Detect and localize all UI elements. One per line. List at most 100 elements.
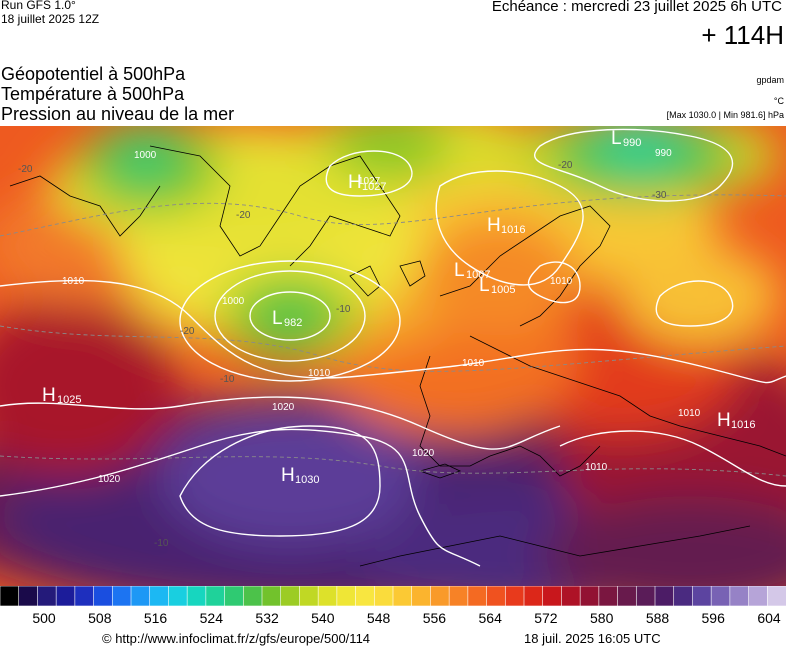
legend-swatch (168, 586, 188, 606)
isotherm-label: -10 (336, 304, 351, 315)
pressure-centers: H 1025 H 1030 H 1027 H 1016 H 1016 L 982… (42, 128, 755, 486)
isotherm-label: -10 (220, 374, 235, 385)
unit-temperature: °C (773, 96, 784, 106)
isobar-label: 1010 (678, 408, 701, 419)
isotherm-label: -20 (236, 210, 251, 221)
legend-swatch (336, 586, 357, 606)
high-center-value: 1016 (501, 224, 525, 236)
legend-tick-label: 580 (590, 610, 614, 626)
legend-swatch (654, 586, 675, 606)
legend-swatch (411, 586, 432, 606)
low-center-letter: L (479, 275, 490, 296)
isobar-label: 1020 (98, 474, 121, 485)
isobar-label: 1010 (308, 368, 331, 379)
legend-tick-label: 604 (757, 610, 781, 626)
legend-swatch (598, 586, 619, 606)
isotherm-label: -20 (18, 164, 33, 175)
high-center-letter: H (717, 410, 731, 431)
field-title-pressure: Pression au niveau de la mer (1, 104, 235, 124)
echeance-label: Echéance : mercredi 23 juillet 2025 6h U… (491, 0, 782, 15)
isobar-label: 990 (655, 148, 672, 159)
isobar-label: 1027 (358, 176, 381, 187)
legend-swatch (317, 586, 338, 606)
legend-swatch (748, 586, 769, 606)
isobar-label: 1010 (462, 358, 485, 369)
legend-swatch (692, 586, 712, 606)
high-center-letter: H (348, 172, 362, 193)
legend-tick-label: 556 (422, 610, 447, 626)
unit-geopotential: gpdam (756, 75, 784, 85)
legend-tick-label: 588 (645, 610, 670, 626)
legend-swatch (55, 586, 76, 606)
isotherm-labels: -20 -20 -20 -10 -10 -20 -30 -10 (18, 160, 667, 549)
high-center-value: 1025 (57, 394, 81, 406)
legend-tick-label: 508 (88, 610, 112, 626)
low-center-letter: L (611, 128, 622, 149)
legend-swatch (523, 586, 544, 606)
legend-swatch (261, 586, 282, 606)
isobar-label: 1010 (585, 462, 608, 473)
isobar-label: 1010 (550, 276, 573, 287)
field-title-geopotential: Géopotentiel à 500hPa (1, 64, 186, 84)
high-center-value: 1027 (362, 181, 386, 193)
legend-tick-label: 548 (366, 610, 391, 626)
high-center-letter: H (42, 385, 56, 406)
low-center-letter: L (272, 308, 283, 329)
geopotential-field (0, 126, 786, 586)
run-model: Run GFS 1.0° (1, 0, 76, 12)
isotherm-lines (0, 194, 786, 477)
pressure-range: [Max 1030.0 | Min 981.6] hPa (666, 110, 784, 120)
color-scale-legend (0, 586, 786, 606)
legend-swatch (74, 586, 95, 606)
legend-swatch (299, 586, 319, 606)
isobar-label: 1020 (272, 402, 295, 413)
low-center-value: 990 (623, 137, 641, 149)
legend-swatch (766, 586, 786, 606)
legend-swatch (224, 586, 245, 606)
isotherm-label: -20 (558, 160, 573, 171)
legend-tick-label: 516 (143, 610, 168, 626)
forecast-offset: + 114H (701, 20, 784, 50)
legend-swatch (111, 586, 132, 606)
legend-swatch (448, 586, 469, 606)
legend-swatch (18, 586, 39, 606)
high-center-letter: H (281, 465, 295, 486)
legend-swatch (617, 586, 638, 606)
legend-swatch (729, 586, 750, 606)
legend-swatch (205, 586, 226, 606)
legend-swatch (242, 586, 263, 606)
legend-tick-label: 572 (534, 610, 558, 626)
isotherm-label: -20 (180, 326, 195, 337)
legend-swatch (561, 586, 581, 606)
legend-swatch (392, 586, 413, 606)
legend-swatch (355, 586, 376, 606)
isobar-label: 1020 (412, 448, 435, 459)
high-center-value: 1016 (731, 419, 755, 431)
isobar-lines (0, 128, 786, 567)
legend-swatch (635, 586, 656, 606)
legend-swatch (373, 586, 394, 606)
isobar-labels: 1010 1000 1010 1020 1020 1020 1010 1010 … (62, 148, 701, 485)
legend-swatch (542, 586, 563, 606)
legend-swatch (710, 586, 731, 606)
low-center-value: 982 (284, 317, 302, 329)
legend-swatch (673, 586, 694, 606)
legend-swatch (93, 586, 114, 606)
isobar-label: 1000 (134, 150, 157, 161)
legend-swatch (37, 586, 57, 606)
isotherm-label: -30 (652, 190, 667, 201)
legend-swatch (504, 586, 525, 606)
low-center-letter: L (454, 260, 465, 281)
legend-tick-label: 500 (32, 610, 56, 626)
weather-map: H 1025 H 1030 H 1027 H 1016 H 1016 L 982… (0, 126, 786, 586)
low-center-value: 1007 (466, 269, 490, 281)
legend-tick-label: 532 (255, 610, 279, 626)
legend-swatch (0, 586, 20, 606)
source-url: © http://www.infoclimat.fr/z/gfs/europe/… (102, 631, 371, 646)
legend-tick-label: 540 (311, 610, 335, 626)
legend-tick-label: 524 (199, 610, 223, 626)
legend-swatch (486, 586, 507, 606)
legend-swatch (430, 586, 450, 606)
legend-swatch (579, 586, 600, 606)
legend-swatch (186, 586, 207, 606)
